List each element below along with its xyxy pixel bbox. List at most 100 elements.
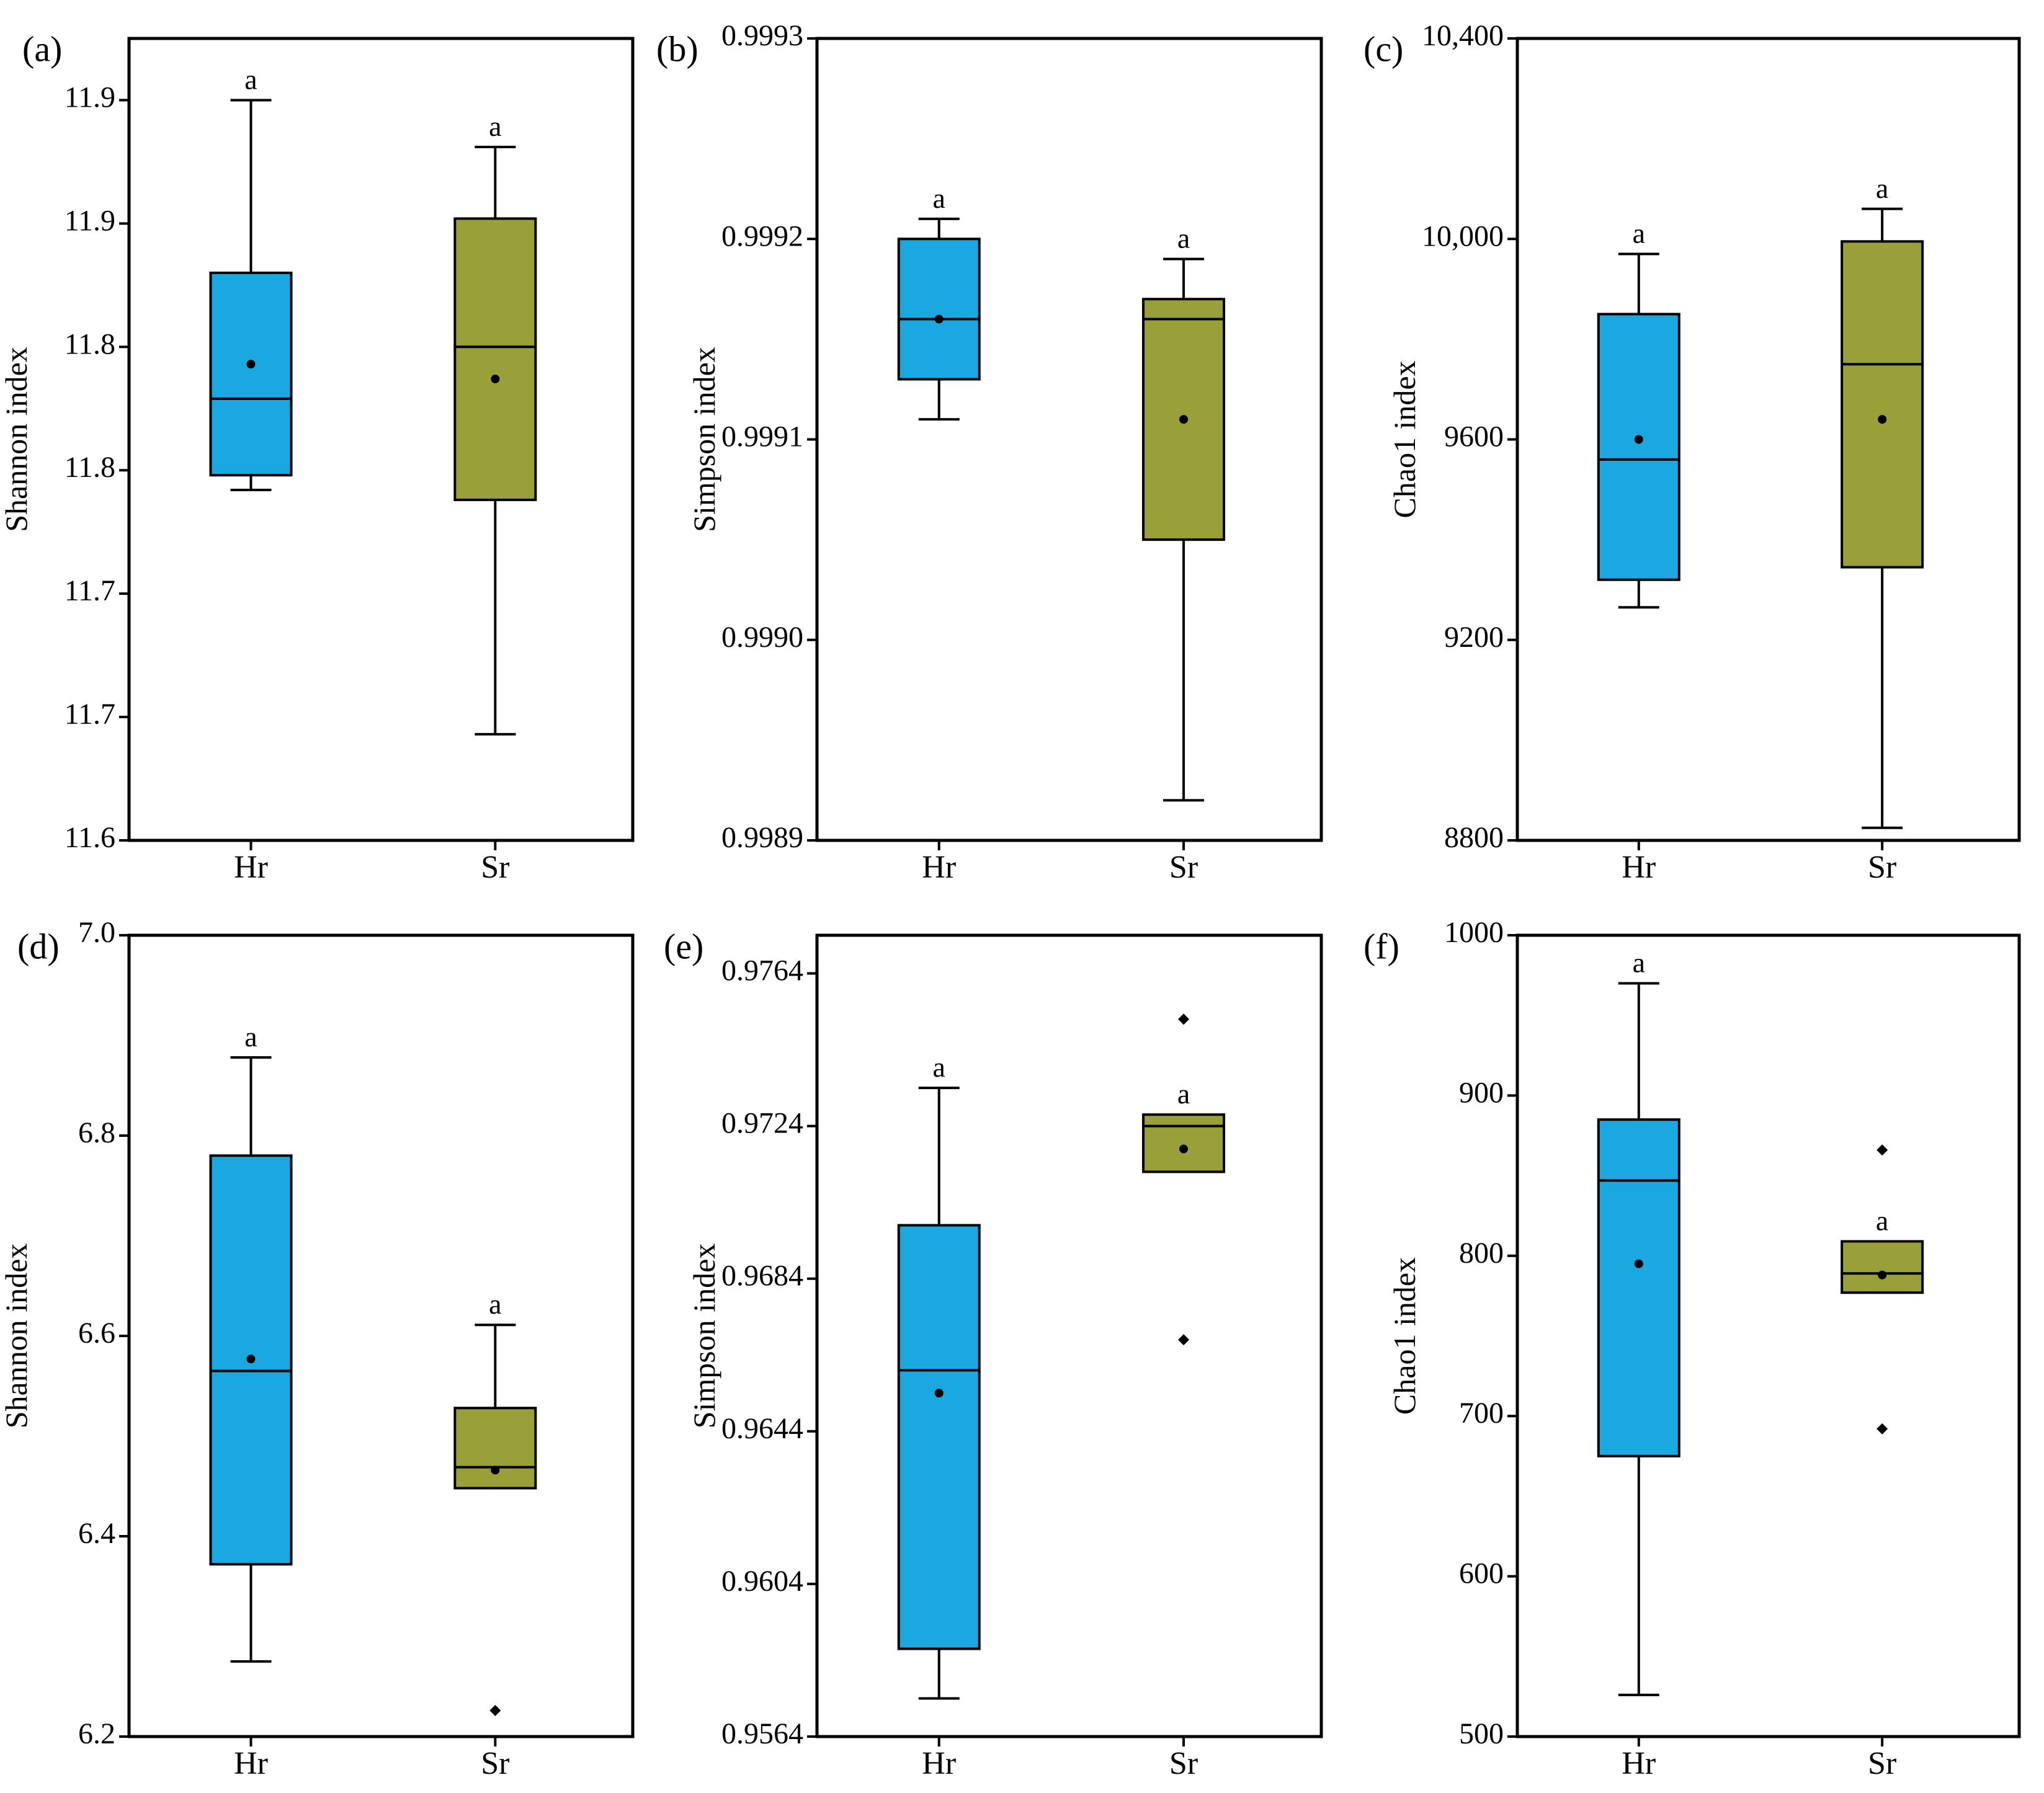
y-tick-label: 11.7 [65, 574, 115, 607]
box-Hr: a [209, 1021, 293, 1663]
significance-letter: a [933, 1051, 945, 1083]
y-tick-label: 0.9992 [721, 220, 803, 252]
box-iqr [1841, 240, 1924, 569]
y-tick-label: 11.9 [65, 81, 115, 113]
y-tick-label: 0.9764 [721, 954, 803, 987]
y-tick-label: 6.2 [78, 1717, 115, 1750]
y-tick-label: 0.9990 [721, 621, 803, 654]
y-axis-title: Chao1 index [1387, 360, 1422, 518]
mean-point [491, 1466, 500, 1475]
mean-point [1634, 1259, 1643, 1268]
x-category-label: Sr [1868, 1746, 1896, 1781]
significance-letter: a [489, 110, 501, 142]
panel-label: (b) [656, 29, 698, 69]
box-iqr [1841, 1240, 1924, 1294]
significance-letter: a [244, 63, 257, 95]
box-Sr: a [453, 110, 537, 736]
significance-letter: a [1633, 217, 1645, 249]
y-tick-label: 11.8 [65, 327, 115, 360]
panel-label: (d) [17, 926, 60, 966]
y-tick-label: 500 [1459, 1717, 1504, 1750]
y-tick-label: 0.9604 [721, 1565, 803, 1598]
panel-label: (c) [1363, 29, 1403, 69]
outlier-point [1877, 1423, 1888, 1435]
mean-point [246, 1355, 256, 1364]
box-Hr: a [1597, 947, 1680, 1696]
box-Sr: a [1142, 1013, 1226, 1346]
outlier-point [1178, 1334, 1190, 1346]
box-Sr: a [1841, 1144, 1924, 1435]
y-tick-label: 0.9724 [721, 1107, 803, 1140]
box-iqr [1142, 1113, 1226, 1173]
y-tick-label: 7.0 [78, 916, 115, 949]
panel-e: (e) 0.9564 0.9604 0.9644 0.9684 0.9724 0.9764 S… [664, 926, 1323, 1781]
y-tick-label: 0.9991 [721, 420, 803, 453]
x-category-label: Hr [1622, 850, 1656, 885]
mean-point [1878, 1270, 1887, 1279]
mean-point [1179, 415, 1189, 424]
box-iqr [1597, 313, 1680, 581]
panel-a: (a) 11.6 11.7 11.7 11.8 11.8 11.9 11.9 Shannon i… [0, 29, 635, 885]
y-tick-label: 8800 [1444, 821, 1504, 854]
box-iqr [453, 217, 537, 501]
x-category-label: Sr [481, 1746, 509, 1781]
y-tick-label: 10,400 [1422, 19, 1504, 52]
x-category-label: Hr [922, 1746, 956, 1781]
y-tick-label: 0.9564 [721, 1717, 803, 1750]
y-axis-title: Shannon index [0, 347, 33, 532]
y-tick-label: 700 [1459, 1397, 1504, 1430]
y-tick-label: 11.8 [65, 451, 115, 484]
y-tick-label: 11.7 [65, 698, 115, 731]
y-tick-label: 6.8 [78, 1116, 115, 1149]
y-axis-title: Simpson index [687, 1244, 721, 1429]
y-tick-label: 0.9684 [721, 1260, 803, 1292]
box-Hr: a [897, 182, 981, 421]
y-tick-label: 0.9993 [721, 19, 803, 52]
panel-label: (a) [22, 29, 62, 69]
y-tick-label: 0.9989 [721, 821, 803, 854]
x-category-label: Hr [234, 850, 268, 885]
panel-b: (b) 0.9989 0.9990 0.9991 0.9992 0.9993 Simpson… [656, 19, 1323, 885]
mean-point [934, 314, 944, 324]
y-tick-label: 10,000 [1422, 220, 1504, 252]
y-axis-title: Shannon index [0, 1244, 33, 1429]
plot-frame [815, 933, 1323, 1738]
x-category-label: Sr [1169, 1746, 1198, 1781]
significance-letter: a [1876, 1205, 1888, 1237]
y-tick-label: 900 [1459, 1076, 1504, 1109]
significance-letter: a [489, 1288, 501, 1320]
y-axis-title: Simpson index [687, 347, 721, 532]
mean-point [1179, 1144, 1189, 1154]
y-tick-label: 11.9 [65, 204, 115, 237]
box-iqr [209, 271, 293, 477]
outlier-point [1877, 1144, 1888, 1156]
mean-point [1634, 435, 1643, 444]
y-tick-label: 6.4 [78, 1517, 115, 1550]
significance-letter: a [933, 182, 945, 214]
significance-letter: a [244, 1021, 257, 1052]
panel-label: (f) [1363, 926, 1399, 966]
box-iqr [897, 1224, 981, 1650]
x-category-label: Hr [922, 850, 956, 885]
x-category-label: Sr [1868, 850, 1896, 885]
significance-letter: a [1177, 223, 1190, 254]
y-tick-label: 6.6 [78, 1317, 115, 1350]
box-Hr: a [209, 63, 293, 492]
x-category-label: Sr [481, 850, 509, 885]
plot-frame [815, 37, 1323, 842]
y-tick-label: 9600 [1444, 420, 1504, 453]
significance-letter: a [1876, 172, 1888, 204]
mean-point [246, 360, 256, 369]
plot-frame [127, 933, 635, 1738]
x-category-label: Sr [1169, 850, 1198, 885]
mean-point [1878, 415, 1887, 424]
panel-c: (c) 8800 9200 9600 10,000 10,400 Chao1 index Hr… [1363, 19, 2021, 885]
y-tick-label: 1000 [1444, 916, 1504, 949]
box-Hr: a [897, 1051, 981, 1700]
mean-point [491, 375, 500, 384]
panel-f: (f) 500 600 700 800 900 1000 Chao1 index Hr Sr a a [1363, 916, 2021, 1781]
significance-letter: a [1177, 1078, 1190, 1110]
y-tick-label: 600 [1459, 1557, 1504, 1590]
outlier-point [1178, 1013, 1190, 1025]
